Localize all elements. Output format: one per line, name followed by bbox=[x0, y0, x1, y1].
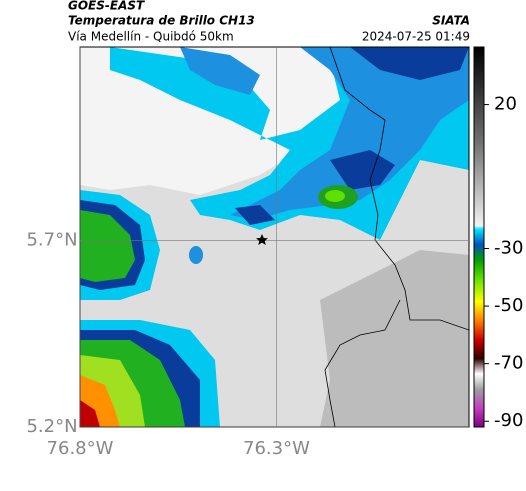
grid bbox=[79, 47, 469, 428]
colorbar bbox=[473, 46, 485, 428]
lon-tick-label: 76.3°W bbox=[243, 438, 310, 459]
lat-tick-label: 5.7°N bbox=[26, 230, 77, 251]
lon-tick-label: 76.8°W bbox=[47, 438, 114, 459]
timestamp: 2024-07-25 01:49 bbox=[362, 30, 470, 44]
lat-tick-label: 5.2°N bbox=[26, 416, 77, 437]
source: SIATA bbox=[432, 14, 470, 28]
region: Vía Medellín - Quibdó 50km bbox=[68, 30, 234, 44]
colorbar-tick-label: -50 bbox=[494, 295, 523, 316]
colorbar-tick-label: 20 bbox=[494, 94, 517, 115]
satellite: GOES-EAST bbox=[68, 0, 145, 13]
satellite-image bbox=[80, 47, 469, 427]
product: Temperatura de Brillo CH13 bbox=[68, 14, 255, 28]
city-marker bbox=[256, 234, 268, 245]
colorbar-tick-label: -30 bbox=[494, 238, 523, 259]
colorbar-tick-label: -70 bbox=[494, 353, 523, 374]
colorbar-tick-label: -90 bbox=[494, 410, 523, 431]
